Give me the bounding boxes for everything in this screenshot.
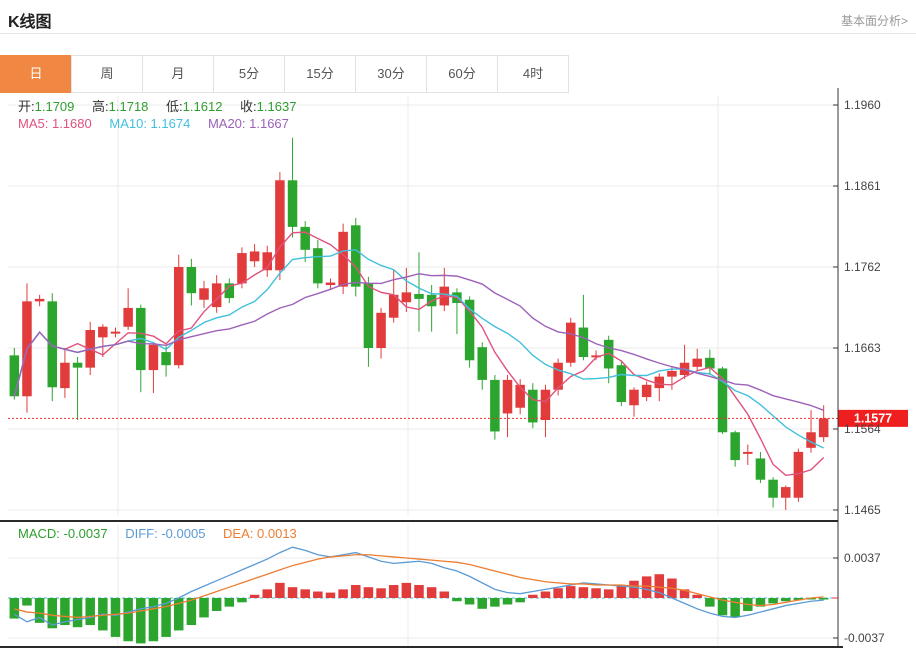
svg-text:1.1564: 1.1564 xyxy=(844,422,881,436)
ma5-value: MA5: 1.1680 xyxy=(18,116,92,131)
svg-text:1.1762: 1.1762 xyxy=(844,260,881,274)
header-divider xyxy=(0,33,916,34)
tab-h4[interactable]: 4时 xyxy=(497,55,569,93)
ma-legend: MA5: 1.1680 MA10: 1.1674 MA20: 1.1667 xyxy=(18,116,303,131)
svg-text:0.0037: 0.0037 xyxy=(844,551,881,565)
ma10-value: MA10: 1.1674 xyxy=(109,116,191,131)
dea-value: DEA: 0.0013 xyxy=(223,526,297,541)
tab-m15[interactable]: 15分 xyxy=(284,55,356,93)
candles-layer xyxy=(9,137,829,510)
macd-value: MACD: -0.0037 xyxy=(18,526,108,541)
tab-m60[interactable]: 60分 xyxy=(426,55,498,93)
tab-m30[interactable]: 30分 xyxy=(355,55,427,93)
low-value: 低:1.1612 xyxy=(166,99,223,114)
svg-text:1.1577: 1.1577 xyxy=(854,411,892,425)
high-value: 高:1.1718 xyxy=(92,99,149,114)
axis-labels: 1.1960 1.1861 1.1762 1.1663 1.1564 1.1465 0.00… xyxy=(833,98,885,645)
axes xyxy=(0,88,843,648)
tab-m5[interactable]: 5分 xyxy=(213,55,285,93)
tab-day[interactable]: 日 xyxy=(0,55,72,93)
svg-text:1.1960: 1.1960 xyxy=(844,98,881,112)
ma20-value: MA20: 1.1667 xyxy=(207,116,289,131)
dea-line xyxy=(14,554,824,619)
open-value: 开:1.1709 xyxy=(18,99,75,114)
current-price-badge: 1.1577 xyxy=(838,409,908,427)
diff-line xyxy=(13,546,824,626)
ohlc-legend: 开:1.1709 高:1.1718 低:1.1612 收:1.1637 xyxy=(18,96,310,115)
diff-value: DIFF: -0.0005 xyxy=(125,526,206,541)
fundamental-analysis-link[interactable]: 基本面分析> xyxy=(840,14,908,28)
macd-legend: MACD: -0.0037 DIFF: -0.0005 DEA: 0.0013 xyxy=(18,526,311,541)
svg-text:1.1663: 1.1663 xyxy=(844,341,881,355)
macd-histogram xyxy=(9,574,829,644)
close-value: 收:1.1637 xyxy=(240,99,297,114)
ma5-line xyxy=(13,231,825,477)
page-title: K线图 xyxy=(8,14,52,31)
svg-text:1.1861: 1.1861 xyxy=(844,179,881,193)
svg-text:1.1465: 1.1465 xyxy=(844,503,881,517)
period-tabbar: 日周月 5分 15分 30分 60分 4时 xyxy=(0,55,569,93)
svg-text:-0.0037: -0.0037 xyxy=(844,631,885,645)
ma20-line xyxy=(13,273,824,411)
tab-week[interactable]: 周 xyxy=(71,55,143,93)
tab-month[interactable]: 月 xyxy=(142,55,214,93)
